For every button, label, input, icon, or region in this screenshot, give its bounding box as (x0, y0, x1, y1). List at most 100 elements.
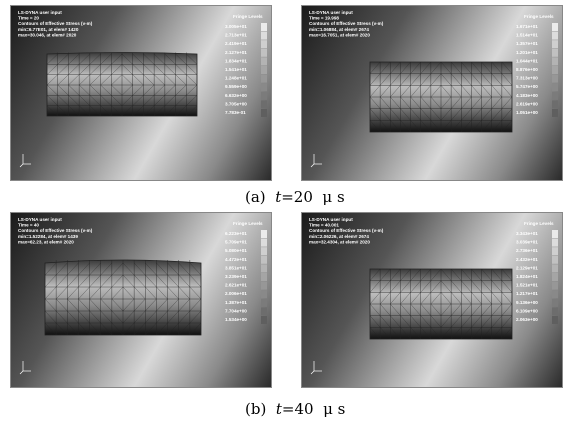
header-line: min=1.52284, at elem# 1439 (18, 234, 78, 239)
page: {"panels": [ {"header": ["LS-DYNA user i… (0, 0, 575, 421)
legend-title: Fringe Levels (233, 14, 263, 19)
caption: (a) t=20 μ s (245, 188, 345, 206)
triad-axis (20, 371, 23, 374)
legend-level: 1.201e+01 (516, 50, 538, 55)
legend-swatch (552, 49, 558, 57)
legend-level: 9.136e+00 (516, 300, 538, 305)
legend-level: 2.621e+01 (225, 283, 247, 288)
legend-swatch (552, 264, 558, 272)
header-line: max=30.046, at elem# 2020 (18, 32, 77, 37)
legend-level: 7.313e+00 (516, 76, 538, 81)
legend-swatch (552, 100, 558, 108)
legend-level: 4.472e+01 (225, 257, 247, 262)
legend-level: 1.051e+00 (516, 110, 538, 115)
legend-swatch (261, 290, 267, 298)
legend-level: 2.736e+01 (516, 248, 538, 253)
legend-level: 2.419e+01 (225, 41, 247, 46)
header-line: LS-DYNA user input (309, 10, 353, 15)
legend-swatch (552, 247, 558, 255)
legend-swatch (552, 92, 558, 100)
legend-swatch (261, 299, 267, 307)
caption-label: (b) (245, 400, 266, 418)
header-line: Time = 20 (18, 16, 39, 21)
header-line: max=62.23, at elem# 2020 (18, 239, 74, 244)
legend-title: Fringe Levels (233, 221, 263, 226)
legend-level: 3.705e+00 (225, 101, 247, 106)
caption: (b) t=40 μ s (245, 400, 345, 418)
legend-level: 2.713e+01 (225, 33, 247, 38)
legend-swatch (552, 273, 558, 281)
legend-level: 6.632e+00 (225, 93, 247, 98)
legend-level: 2.063e+00 (516, 317, 538, 322)
legend-level: 7.783e-01 (225, 110, 246, 115)
header-line: LS-DYNA user input (309, 217, 353, 222)
legend-swatch (261, 100, 267, 108)
legend-level: 1.834e+01 (225, 58, 247, 63)
header-line: max=32.4304, at elem# 2020 (309, 239, 370, 244)
legend-level: 1.521e+01 (516, 283, 538, 288)
legend-swatch (261, 264, 267, 272)
legend-swatch (552, 57, 558, 65)
legend-level: 2.619e+00 (516, 101, 538, 106)
legend-level: 5.747e+00 (516, 84, 538, 89)
legend-level: 6.223e+01 (225, 231, 247, 236)
header-line: min=2.06226, at elem# 2674 (309, 234, 369, 239)
legend-level: 1.514e+01 (516, 33, 538, 38)
legend-level: 2.127e+01 (225, 50, 247, 55)
legend-swatch (261, 75, 267, 83)
legend-swatch (261, 256, 267, 264)
legend-level: 9.559e+00 (225, 84, 247, 89)
triad-axis (311, 371, 314, 374)
legend-swatch (261, 239, 267, 247)
legend-swatch (552, 316, 558, 324)
legend-swatch (261, 109, 267, 117)
header-line: LS-DYNA user input (18, 10, 62, 15)
legend-swatch (261, 92, 267, 100)
legend-level: 1.387e+01 (225, 300, 247, 305)
legend-swatch (261, 316, 267, 324)
triad-axis (20, 164, 23, 167)
legend-level: 5.080e+01 (225, 248, 247, 253)
legend-level: 2.432e+01 (516, 257, 538, 262)
legend-swatch (261, 40, 267, 48)
legend-swatch (552, 307, 558, 315)
legend-title: Fringe Levels (524, 14, 554, 19)
legend-swatch (261, 23, 267, 31)
legend-level: 2.129e+01 (516, 265, 538, 270)
header-line: max=16.7051, at elem# 2020 (309, 32, 370, 37)
legend-level: 5.709e+01 (225, 240, 247, 245)
legend-swatch (552, 32, 558, 40)
legend-level: 1.534e+00 (225, 317, 247, 322)
legend-swatch (552, 23, 558, 31)
legend-swatch (261, 66, 267, 74)
legend-level: 1.044e+01 (516, 58, 538, 63)
legend-level: 1.541e+01 (225, 67, 247, 72)
legend-swatch (552, 40, 558, 48)
legend-swatch (261, 247, 267, 255)
caption-value: =40 μ s (282, 400, 345, 418)
triad-axis (311, 164, 314, 167)
legend-level: 7.704e+00 (225, 308, 247, 313)
header-line: Contours of Effective Stress (v-m) (18, 21, 93, 26)
legend-swatch (552, 230, 558, 238)
panel-canvas: LS-DYNA user inputTime = 40.001Contours … (302, 213, 564, 389)
legend-level: 1.248e+01 (225, 76, 247, 81)
legend-swatch (552, 66, 558, 74)
legend-swatch (261, 307, 267, 315)
header-line: min=6.77E01, at elem# 1420 (18, 27, 79, 32)
legend-level: 3.239e+01 (225, 274, 247, 279)
caption-label: (a) (245, 188, 266, 206)
simulation-panel: LS-DYNA user inputTime = 19.998Contours … (301, 5, 563, 181)
legend-level: 6.109e+00 (516, 308, 538, 313)
legend-swatch (261, 83, 267, 91)
legend-level: 8.876e+00 (516, 67, 538, 72)
header-line: LS-DYNA user input (18, 217, 62, 222)
legend-swatch (261, 32, 267, 40)
header-line: min=1.06884, at elem# 2674 (309, 27, 369, 32)
legend-level: 3.005e+01 (225, 24, 247, 29)
legend-swatch (261, 282, 267, 290)
legend-level: 4.183e+00 (516, 93, 538, 98)
